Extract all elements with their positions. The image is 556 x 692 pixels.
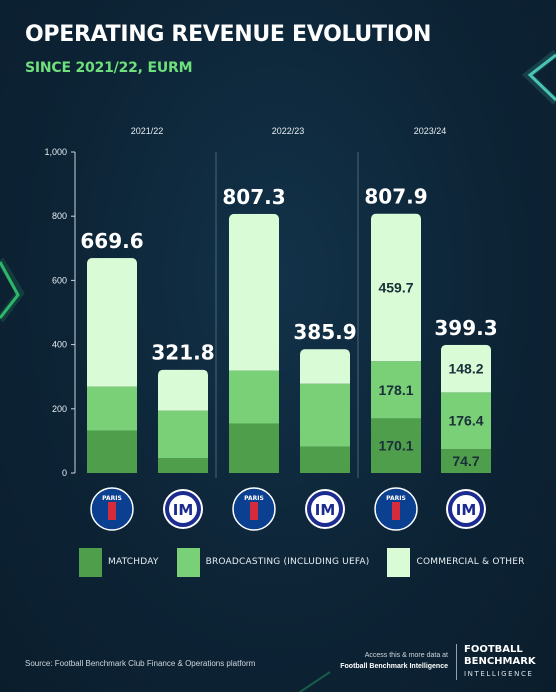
psg-crest-text: PARIS (386, 495, 406, 502)
bar-segment-commercial (87, 258, 137, 387)
stacked-bar-chart: 0 200 400 600 800 1,000 2021/22 2022/23 2023/24 6… (44, 126, 497, 530)
bar-segment-matchday (229, 423, 279, 473)
psg-crest-stripe (392, 502, 400, 520)
brand-line-2: BENCHMARK (464, 656, 536, 667)
bar-segment-broadcasting (158, 410, 208, 459)
psg-crest-stripe (250, 502, 258, 520)
bar-segment-broadcasting (371, 361, 421, 419)
source-note: Source: Football Benchmark Club Finance … (25, 659, 256, 668)
bar-segment-broadcasting (441, 392, 491, 450)
access-link[interactable]: Football Benchmark Intelligence (340, 663, 448, 670)
inter-crest-ring (307, 491, 343, 527)
legend-label-matchday: MATCHDAY (108, 557, 159, 567)
bar-segment-commercial (371, 213, 421, 362)
psg-crest-text: PARIS (244, 495, 264, 502)
bar-total-label: 321.8 (151, 341, 214, 365)
group-header: 2021/22 (131, 126, 164, 136)
bar-segment-matchday (300, 446, 350, 473)
y-tick-label: 400 (52, 340, 67, 350)
segment-value-label: 178.1 (378, 382, 413, 398)
legend-swatch-broadcasting (176, 547, 200, 577)
bar-segment-broadcasting (87, 386, 137, 431)
legend-item-commercial: COMMERCIAL & OTHER (387, 547, 525, 577)
legend: MATCHDAY BROADCASTING (INCLUDING UEFA) C… (79, 547, 543, 577)
bar-segment-commercial (158, 369, 208, 411)
bar-total-label: 399.3 (434, 316, 497, 340)
segment-value-label: 148.2 (448, 361, 483, 377)
y-tick-label: 600 (52, 275, 67, 285)
inter-crest-ring (448, 491, 484, 527)
psg-crest-text: PARIS (102, 495, 122, 502)
legend-label-broadcasting: BROADCASTING (INCLUDING UEFA) (205, 557, 370, 567)
bar-total-label: 669.6 (80, 229, 143, 253)
brand-logo: FOOTBALL BENCHMARK INTELLIGENCE (464, 644, 536, 680)
inter-crest-text: IM (456, 501, 477, 519)
bar-segment-commercial (229, 213, 279, 371)
y-tick-label: 800 (52, 211, 67, 221)
inter-crest-text: IM (173, 501, 194, 519)
bar-segment-matchday (87, 430, 137, 473)
group-header: 2023/24 (414, 126, 447, 136)
legend-item-matchday: MATCHDAY (79, 547, 159, 577)
inter-crest-ring (165, 491, 201, 527)
inter-crest-text: IM (315, 501, 336, 519)
bar-segment-broadcasting (229, 370, 279, 424)
bar-segment-broadcasting (300, 383, 350, 447)
access-line: Access this & more data at (364, 652, 448, 659)
brand-line-1: FOOTBALL (464, 644, 523, 655)
bar-segment-matchday (158, 458, 208, 473)
y-tick-label: 1,000 (44, 147, 67, 157)
brand-divider (456, 644, 457, 680)
access-note: Access this & more data at Football Benc… (340, 650, 448, 672)
legend-item-broadcasting: BROADCASTING (INCLUDING UEFA) (176, 547, 370, 577)
chart-title: OPERATING REVENUE EVOLUTION (25, 22, 432, 47)
segment-value-label: 459.7 (378, 279, 413, 295)
bar-segment-commercial (441, 344, 491, 393)
segment-value-label: 176.4 (448, 413, 483, 429)
bar-total-label: 807.3 (222, 185, 285, 209)
segment-value-label: 170.1 (378, 438, 413, 454)
legend-swatch-matchday (79, 547, 102, 577)
bar-segment-commercial (300, 349, 350, 384)
psg-crest-stripe (108, 502, 116, 520)
chart-subtitle: SINCE 2021/22, EURM (25, 60, 193, 76)
bar-segment-matchday (441, 449, 491, 473)
bar-segment-matchday (371, 418, 421, 473)
y-tick-label: 0 (62, 468, 67, 478)
brand-line-3: INTELLIGENCE (464, 670, 534, 678)
bar-total-label: 385.9 (293, 320, 356, 344)
legend-label-commercial: COMMERCIAL & OTHER (416, 557, 525, 567)
y-tick-label: 200 (52, 404, 67, 414)
segment-value-label: 74.7 (452, 453, 479, 469)
legend-swatch-commercial (387, 547, 411, 577)
bar-total-label: 807.9 (364, 185, 427, 209)
group-header: 2022/23 (272, 126, 305, 136)
